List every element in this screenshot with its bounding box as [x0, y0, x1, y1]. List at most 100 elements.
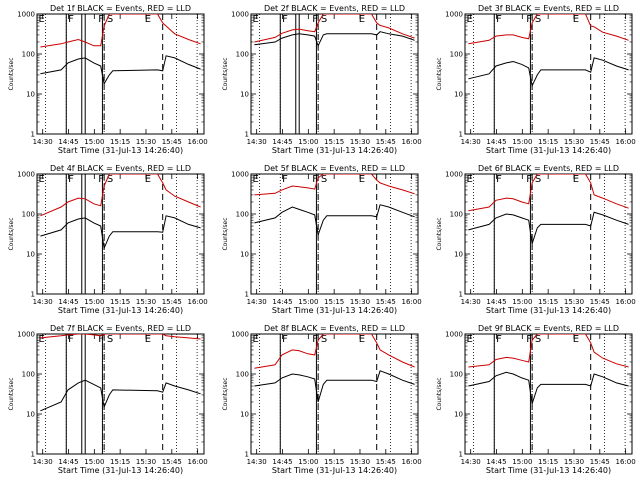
x-tick-label: 15:00	[298, 298, 318, 306]
plot-frame	[36, 333, 205, 455]
x-tick-label: 15:15	[110, 458, 130, 466]
flag-letter: F	[312, 174, 318, 185]
x-tick-label: 15:30	[564, 458, 584, 466]
y-axis-label: Counts/sec	[436, 217, 443, 250]
y-tick-label: 100	[236, 371, 249, 379]
flag-letter: E	[359, 334, 365, 345]
panel-title: Det 2f BLACK = Events, RED = LLD	[264, 4, 405, 13]
series-lld	[468, 334, 629, 368]
x-tick-label: 14:30	[33, 458, 53, 466]
y-tick-label: 1000	[231, 11, 249, 19]
y-tick-label: 1000	[445, 331, 463, 339]
x-tick-label: 15:15	[324, 298, 344, 306]
x-tick-label: 16:00	[402, 298, 422, 306]
y-tick-label: 10	[454, 411, 463, 419]
flag-letter: F	[496, 14, 502, 25]
x-tick-label: 15:45	[590, 298, 610, 306]
plot-frame	[250, 13, 419, 135]
flag-letter: E	[253, 334, 259, 345]
x-tick-label: 14:30	[461, 298, 481, 306]
y-axis-label: Counts/sec	[222, 377, 229, 410]
panel-8: Det 8f BLACK = Events, RED = LLD 1 10 100 10…	[222, 324, 422, 475]
y-tick-label: 10	[240, 411, 249, 419]
y-tick-label: 1	[459, 451, 463, 459]
panel-4: Det 4f BLACK = Events, RED = LLD 1 10 100 10…	[8, 164, 208, 315]
x-tick-label: 15:15	[324, 458, 344, 466]
y-tick-label: 1	[245, 451, 249, 459]
x-tick-label: 15:00	[298, 458, 318, 466]
x-tick-label: 15:45	[162, 458, 182, 466]
series-lld	[468, 14, 629, 45]
x-tick-label: 14:45	[486, 138, 506, 146]
flag-letter: E	[359, 174, 365, 185]
x-tick-label: 16:00	[402, 458, 422, 466]
y-tick-label: 1	[31, 451, 35, 459]
panel-1: Det 1f BLACK = Events, RED = LLD 1 10 100 10…	[8, 4, 208, 155]
y-tick-label: 10	[26, 91, 35, 99]
flag-letter: S	[535, 14, 541, 25]
x-tick-label: 15:00	[512, 138, 532, 146]
x-tick-label: 14:45	[272, 458, 292, 466]
x-tick-label: 15:00	[512, 298, 532, 306]
x-axis-label: Start Time (31-Jul-13 14:26:40)	[272, 306, 397, 315]
x-axis-label: Start Time (31-Jul-13 14:26:40)	[486, 146, 611, 155]
y-tick-label: 100	[22, 211, 35, 219]
x-tick-label: 15:45	[590, 138, 610, 146]
x-tick-label: 15:45	[162, 138, 182, 146]
flag-letter: E	[145, 334, 151, 345]
x-tick-label: 15:15	[110, 298, 130, 306]
x-tick-label: 15:30	[136, 298, 156, 306]
x-tick-label: 15:00	[298, 138, 318, 146]
series-lld	[254, 174, 415, 196]
flag-letter: F	[282, 14, 288, 25]
y-tick-label: 100	[450, 371, 463, 379]
flag-letter: S	[321, 14, 327, 25]
panel-5: Det 5f BLACK = Events, RED = LLD 1 10 100 10…	[222, 164, 422, 315]
flag-letter: E	[573, 334, 579, 345]
plot-frame	[464, 333, 633, 455]
y-tick-label: 10	[26, 251, 35, 259]
y-tick-label: 100	[236, 211, 249, 219]
y-tick-label: 1000	[17, 171, 35, 179]
x-tick-label: 14:30	[461, 138, 481, 146]
flag-letter: E	[145, 14, 151, 25]
y-tick-label: 10	[454, 91, 463, 99]
flag-letter: S	[535, 334, 541, 345]
flag-letter: F	[526, 174, 532, 185]
x-tick-label: 14:30	[247, 138, 267, 146]
y-axis-label: Counts/sec	[8, 377, 15, 410]
panel-title: Det 3f BLACK = Events, RED = LLD	[478, 4, 619, 13]
flag-letter: F	[68, 334, 74, 345]
flag-letter: S	[321, 174, 327, 185]
series-events	[40, 55, 201, 86]
flag-letter: E	[573, 174, 579, 185]
series-lld	[40, 334, 201, 340]
flag-letter: S	[107, 174, 113, 185]
x-axis-label: Start Time (31-Jul-13 14:26:40)	[58, 306, 183, 315]
flag-letter: S	[107, 14, 113, 25]
flag-letter: E	[145, 174, 151, 185]
y-tick-label: 1	[245, 291, 249, 299]
x-tick-label: 15:00	[84, 138, 104, 146]
x-tick-label: 14:30	[247, 298, 267, 306]
x-tick-label: 14:45	[58, 298, 78, 306]
x-tick-label: 15:00	[84, 458, 104, 466]
y-tick-label: 10	[240, 251, 249, 259]
series-lld	[468, 174, 629, 212]
x-tick-label: 15:15	[324, 138, 344, 146]
flag-letter: E	[253, 174, 259, 185]
y-tick-label: 10	[240, 91, 249, 99]
plot-frame	[464, 13, 633, 135]
x-tick-label: 14:30	[461, 458, 481, 466]
x-tick-label: 14:45	[58, 458, 78, 466]
panel-6: Det 6f BLACK = Events, RED = LLD 1 10 100 10…	[436, 164, 636, 315]
flag-letter: F	[98, 14, 104, 25]
x-tick-label: 16:00	[188, 138, 208, 146]
flag-letter: E	[39, 14, 45, 25]
y-axis-label: Counts/sec	[8, 217, 15, 250]
x-tick-label: 15:30	[564, 138, 584, 146]
x-tick-label: 15:15	[538, 298, 558, 306]
x-tick-label: 15:45	[590, 458, 610, 466]
flag-letter: F	[282, 334, 288, 345]
x-tick-label: 15:30	[136, 458, 156, 466]
